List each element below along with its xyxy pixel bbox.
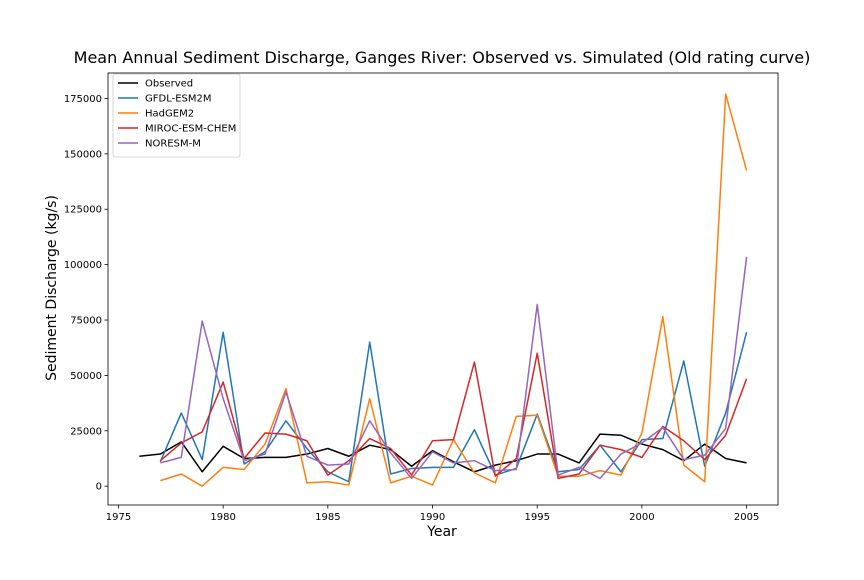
y-tick-label-1: 25000: [70, 426, 102, 437]
axes-layer: 1975 1980 1985 1990 1995 2000 2005 0 25000 50000 7…: [64, 72, 779, 523]
legend-label-0: Observed: [145, 79, 193, 90]
y-axis-label: Sediment Discharge (kg/s): [44, 195, 60, 381]
x-tick-label-2: 1985: [315, 512, 340, 523]
legend-box: [112, 73, 241, 158]
y-tick-label-7: 175000: [64, 94, 102, 105]
legend: Observed GFDL-ESM2M HadGEM2 MIROC-ESM-CHEM N…: [112, 73, 241, 158]
x-tick-label-5: 2000: [629, 512, 654, 523]
y-tick-label-6: 150000: [64, 149, 102, 160]
legend-label-1: GFDL-ESM2M: [145, 94, 212, 105]
x-tick-label-3: 1990: [420, 512, 445, 523]
x-tick-label-4: 1995: [524, 512, 549, 523]
series-line-0: [139, 433, 747, 473]
x-tick-label-0: 1975: [106, 512, 131, 523]
legend-label-4: NORESM-M: [145, 139, 201, 150]
legend-label-3: MIROC-ESM-CHEM: [145, 124, 236, 135]
chart-title: Mean Annual Sediment Discharge, Ganges R…: [74, 48, 811, 67]
x-tick-label-1: 1980: [210, 512, 235, 523]
x-tick-label-6: 2005: [734, 512, 759, 523]
y-tick-label-0: 0: [96, 482, 102, 493]
series-line-4: [160, 256, 748, 480]
legend-label-2: HadGEM2: [145, 109, 194, 120]
y-tick-label-3: 75000: [70, 316, 102, 327]
plot-frame: [107, 72, 779, 506]
series-layer: [139, 93, 748, 487]
series-line-3: [159, 352, 748, 480]
y-tick-label-2: 50000: [70, 371, 102, 382]
y-tick-label-5: 125000: [64, 205, 102, 216]
x-axis-label: Year: [426, 524, 457, 540]
y-tick-label-4: 100000: [64, 260, 102, 271]
